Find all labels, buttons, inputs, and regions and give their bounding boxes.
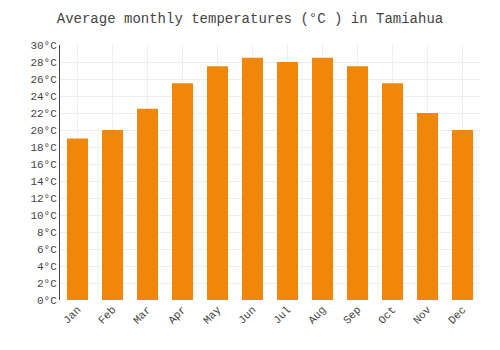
svg-text:24°C: 24°C bbox=[30, 91, 57, 103]
svg-text:26°C: 26°C bbox=[30, 74, 57, 86]
svg-text:10°C: 10°C bbox=[30, 210, 57, 222]
svg-text:Aug: Aug bbox=[306, 304, 328, 326]
svg-text:Mar: Mar bbox=[131, 304, 153, 326]
svg-text:12°C: 12°C bbox=[30, 193, 57, 205]
svg-text:Oct: Oct bbox=[376, 304, 398, 326]
svg-text:8°C: 8°C bbox=[37, 227, 57, 239]
svg-text:22°C: 22°C bbox=[30, 108, 57, 120]
svg-text:Sep: Sep bbox=[341, 304, 363, 326]
svg-text:Jun: Jun bbox=[236, 304, 258, 326]
svg-text:4°C: 4°C bbox=[37, 261, 57, 273]
svg-text:0°C: 0°C bbox=[37, 295, 57, 307]
svg-text:Apr: Apr bbox=[166, 304, 188, 326]
svg-text:6°C: 6°C bbox=[37, 244, 57, 256]
svg-text:28°C: 28°C bbox=[30, 57, 57, 69]
svg-text:Dec: Dec bbox=[446, 304, 468, 326]
svg-text:Nov: Nov bbox=[411, 304, 434, 327]
svg-text:20°C: 20°C bbox=[30, 125, 57, 137]
svg-text:30°C: 30°C bbox=[30, 40, 57, 52]
svg-text:May: May bbox=[201, 304, 224, 327]
svg-text:2°C: 2°C bbox=[37, 278, 57, 290]
svg-text:16°C: 16°C bbox=[30, 159, 57, 171]
svg-text:Average monthly temperatures (: Average monthly temperatures (°C ) in Ta… bbox=[57, 11, 443, 27]
svg-text:14°C: 14°C bbox=[30, 176, 57, 188]
svg-text:Jul: Jul bbox=[271, 304, 293, 326]
svg-text:Jan: Jan bbox=[61, 304, 83, 326]
svg-text:Feb: Feb bbox=[96, 304, 118, 326]
svg-text:18°C: 18°C bbox=[30, 142, 57, 154]
